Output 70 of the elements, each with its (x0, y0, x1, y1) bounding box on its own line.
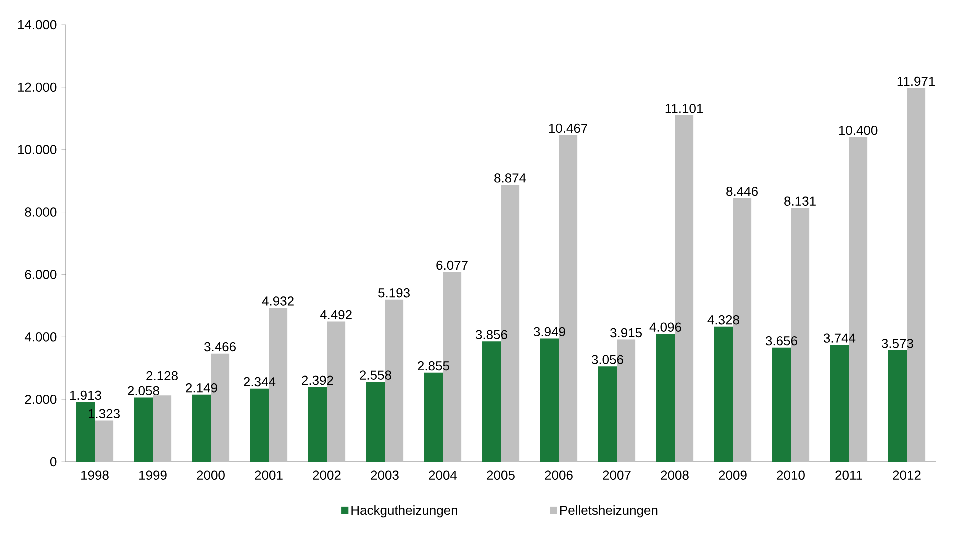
x-tick-label: 2007 (603, 470, 631, 480)
bar (540, 338, 560, 462)
bar (482, 342, 502, 462)
data-label: 11.971 (898, 76, 936, 86)
legend-label: Pelletsheizungen (560, 506, 658, 518)
data-label: 3.056 (592, 355, 624, 364)
bar (134, 398, 153, 462)
data-label: 2.058 (128, 386, 160, 396)
data-label: 4.328 (708, 315, 740, 325)
data-label: 8.131 (784, 196, 816, 206)
bar (95, 420, 114, 462)
x-tick-label: 2001 (255, 470, 283, 480)
x-tick-label: 1999 (140, 470, 167, 480)
y-tick-label: 14.000 (18, 20, 57, 30)
data-label: 11.101 (666, 104, 704, 114)
data-label: 10.400 (839, 126, 878, 136)
x-tick-label: 2011 (836, 470, 862, 480)
data-label: 2.128 (146, 371, 178, 381)
y-tick-label: 12.000 (18, 82, 57, 92)
bar (714, 326, 734, 462)
data-label: 3.915 (610, 328, 642, 338)
y-tick-label: 8.000 (25, 208, 57, 217)
data-label: 8.874 (494, 174, 526, 183)
data-label: 3.744 (824, 334, 856, 343)
bar (366, 382, 386, 462)
bar (308, 387, 328, 462)
x-tick-label: 2002 (313, 470, 341, 480)
data-label: 2.344 (244, 377, 276, 387)
bar (250, 388, 269, 462)
data-label: 1.913 (70, 390, 102, 400)
x-tick-label: 2000 (197, 470, 225, 480)
x-tick-label: 2009 (719, 470, 747, 480)
data-label: 3.656 (766, 336, 798, 346)
bar (830, 345, 850, 462)
bar (424, 372, 443, 462)
y-tick-label: 4.000 (24, 332, 57, 342)
data-label: 3.949 (534, 327, 566, 337)
bar (888, 350, 908, 462)
x-tick-label: 2005 (487, 470, 515, 480)
data-label: 6.077 (436, 260, 468, 270)
x-tick-label: 2003 (371, 470, 399, 480)
bar (192, 394, 212, 462)
y-tick-label: 2.000 (25, 394, 57, 404)
y-tick-label: 0 (50, 457, 57, 467)
x-tick-label: 2006 (545, 470, 573, 480)
data-label: 4.932 (262, 296, 294, 306)
data-label: 2.149 (186, 384, 218, 393)
data-label: 2.558 (360, 370, 392, 380)
data-label: 4.492 (320, 310, 352, 320)
y-tick-label: 10.000 (18, 145, 57, 154)
data-label: 10.467 (549, 124, 588, 134)
y-tick-label: 6.000 (25, 270, 57, 280)
data-label: 4.096 (650, 322, 682, 332)
bar (153, 396, 172, 462)
data-label: 2.855 (418, 361, 450, 371)
x-tick-label: 2008 (661, 470, 689, 480)
x-tick-label: 2010 (777, 470, 805, 480)
data-label: 5.193 (378, 288, 410, 298)
data-label: 3.856 (476, 330, 508, 340)
data-label: 3.466 (204, 342, 236, 352)
bar (598, 366, 618, 462)
legend-label: Hackgutheizungen (352, 506, 458, 518)
bar (772, 348, 792, 462)
x-tick-label: 1998 (82, 470, 109, 480)
data-label: 2.392 (302, 376, 334, 386)
bar (656, 334, 676, 462)
data-label: 3.573 (882, 339, 914, 348)
x-tick-label: 2004 (429, 470, 458, 480)
data-label: 8.446 (726, 186, 758, 196)
x-tick-label: 2012 (893, 470, 921, 480)
